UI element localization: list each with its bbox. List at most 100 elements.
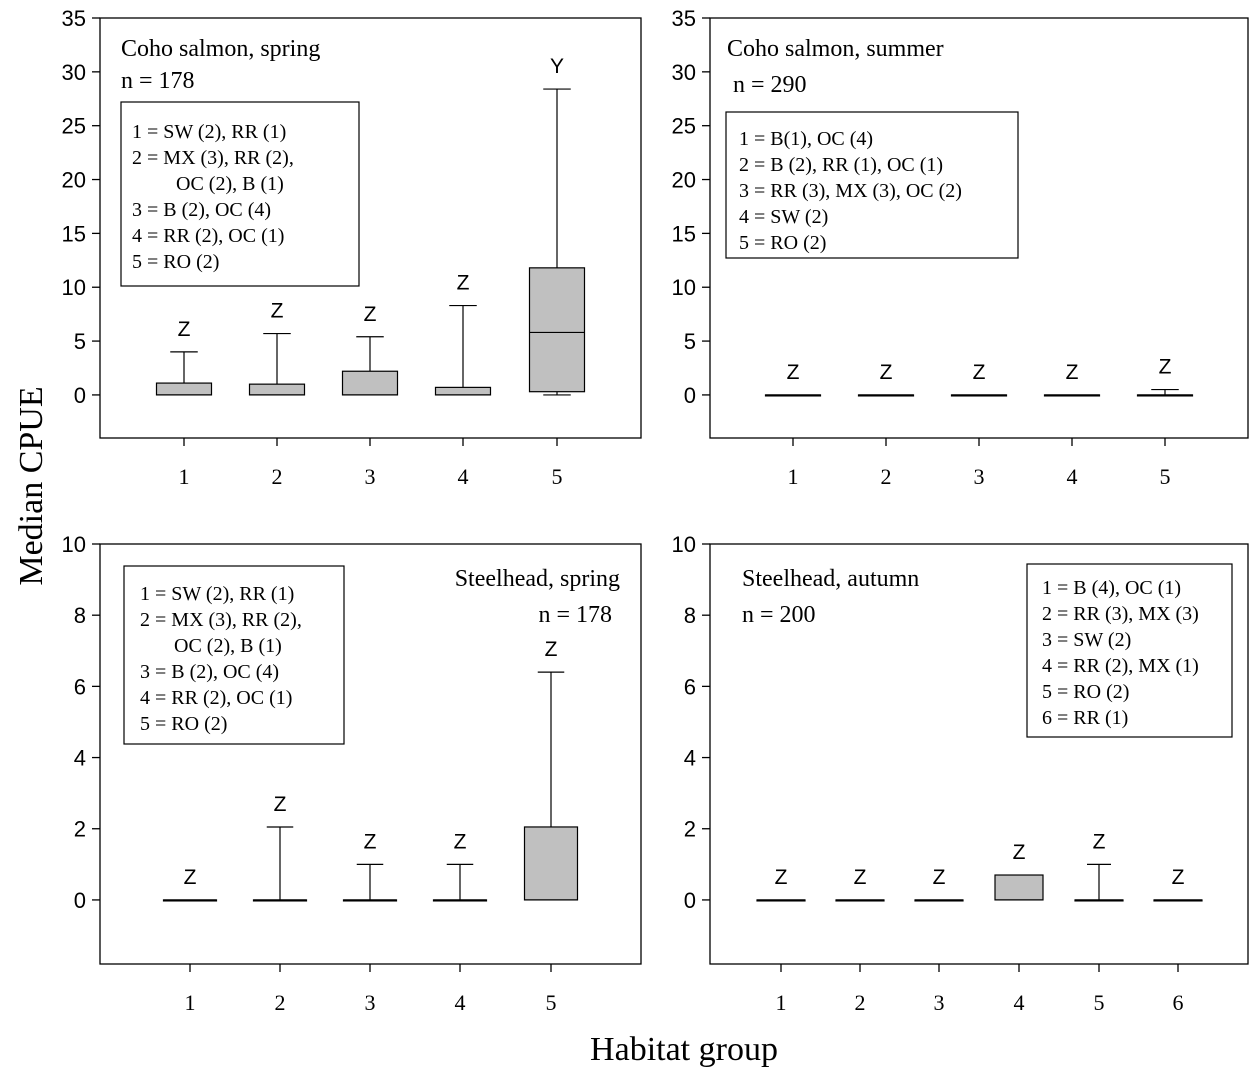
significance-letter: Z [880,361,893,384]
legend-entry: 3 = B (2), OC (4) [140,661,279,683]
x-tick-label: 2 [272,464,283,489]
box-4 [434,304,492,396]
y-tick-label: 2 [684,817,696,842]
box-body [994,874,1044,901]
y-tick-label: 4 [74,746,86,771]
x-tick-label: 3 [365,990,376,1015]
sample-size-label: n = 200 [742,602,816,628]
legend-entry: 1 = B(1), OC (4) [739,128,873,150]
panel-title: Coho salmon, spring [121,36,320,62]
y-tick-label: 4 [684,746,696,771]
x-tick-label: 3 [934,990,945,1015]
y-tick-label: 8 [684,603,696,628]
plot-frame [709,543,1249,965]
x-tick-label: 2 [855,990,866,1015]
panel-title: Coho salmon, summer [727,36,944,62]
legend-entry: 4 = RR (2), OC (1) [132,225,284,247]
legend-entry: 4 = RR (2), MX (1) [1042,655,1199,677]
y-tick-label: 0 [74,383,86,408]
x-tick-label: 4 [1067,464,1078,489]
box-2 [252,826,308,902]
legend-entry: 2 = RR (3), MX (3) [1042,603,1199,625]
legend-entry: OC (2), B (1) [176,173,284,195]
y-tick-label: 5 [74,329,86,354]
box-1 [155,351,213,396]
y-tick-label: 8 [74,603,86,628]
y-tick-label: 35 [672,6,696,31]
x-tick-label: 3 [974,464,985,489]
y-tick-label: 20 [62,168,86,193]
legend-entry: 6 = RR (1) [1042,707,1128,729]
x-tick-label: 2 [275,990,286,1015]
legend-entry: 5 = RO (2) [739,232,826,254]
x-tick-label: 1 [776,990,787,1015]
box-4 [432,863,488,902]
y-tick-label: 10 [62,275,86,300]
y-tick-label: 35 [62,6,86,31]
box-1 [162,899,218,902]
x-tick-label: 4 [458,464,469,489]
chart-panel-1: 0 5 10 15 20 25 30 35 1 2 3 4 5 Z Z Z Z Y Coho salmon, spr… [62,6,642,489]
significance-letter: Z [1172,866,1185,889]
box-body [341,370,399,396]
y-tick-label: 0 [684,888,696,913]
y-tick-label: 10 [672,532,696,557]
box-2 [248,332,306,396]
x-tick-label: 6 [1173,990,1184,1015]
box-1 [756,899,806,902]
chart-panel-2: 0 5 10 15 20 25 30 35 1 2 3 4 5 Z Z Z Z Z Coho salmon, sum… [672,6,1249,489]
y-axis-title: Median CPUE [13,386,50,585]
significance-letter: Z [178,318,191,341]
sample-size-label: n = 290 [733,72,807,98]
y-tick-label: 0 [684,383,696,408]
box-body [248,383,306,396]
legend-entry: 2 = B (2), RR (1), OC (1) [739,154,943,176]
x-tick-label: 5 [1094,990,1105,1015]
y-tick-label: 15 [672,221,696,246]
box-1 [764,394,822,397]
legend-entry: 3 = B (2), OC (4) [132,199,271,221]
box-4 [1043,394,1101,397]
x-tick-label: 1 [185,990,196,1015]
x-tick-label: 5 [1160,464,1171,489]
legend-entry: 2 = MX (3), RR (2), [140,609,302,631]
legend-entry: OC (2), B (1) [174,635,282,657]
significance-letter: Z [364,303,377,326]
legend-box [120,101,360,287]
significance-letter: Z [933,866,946,889]
sample-size-label: n = 178 [121,68,195,94]
box-2 [835,899,885,902]
significance-letter: Z [775,866,788,889]
y-tick-label: 2 [74,817,86,842]
y-tick-label: 30 [672,60,696,85]
legend-entry: 4 = RR (2), OC (1) [140,687,292,709]
y-tick-label: 25 [62,114,86,139]
legend-entry: 5 = RO (2) [1042,681,1129,703]
significance-letter: Z [1093,830,1106,853]
x-tick-label: 5 [552,464,563,489]
box-5 [1074,863,1124,902]
box-2 [857,394,915,397]
box-6 [1153,899,1203,902]
sample-size-label: n = 178 [538,602,612,628]
box-4 [994,874,1044,901]
box-body [528,267,586,393]
significance-letter: Z [787,361,800,384]
legend-entry: 5 = RO (2) [140,713,227,735]
y-tick-label: 6 [74,674,86,699]
significance-letter: Z [1066,361,1079,384]
legend-box [123,565,345,745]
significance-letter: Z [454,830,467,853]
significance-letter: Z [364,830,377,853]
legend-entry: 1 = B (4), OC (1) [1042,577,1181,599]
y-tick-label: 25 [672,114,696,139]
box-5 [523,671,579,901]
legend-entry: 2 = MX (3), RR (2), [132,147,294,169]
significance-letter: Z [973,361,986,384]
legend-box [1026,563,1233,738]
significance-letter: Y [550,55,564,78]
